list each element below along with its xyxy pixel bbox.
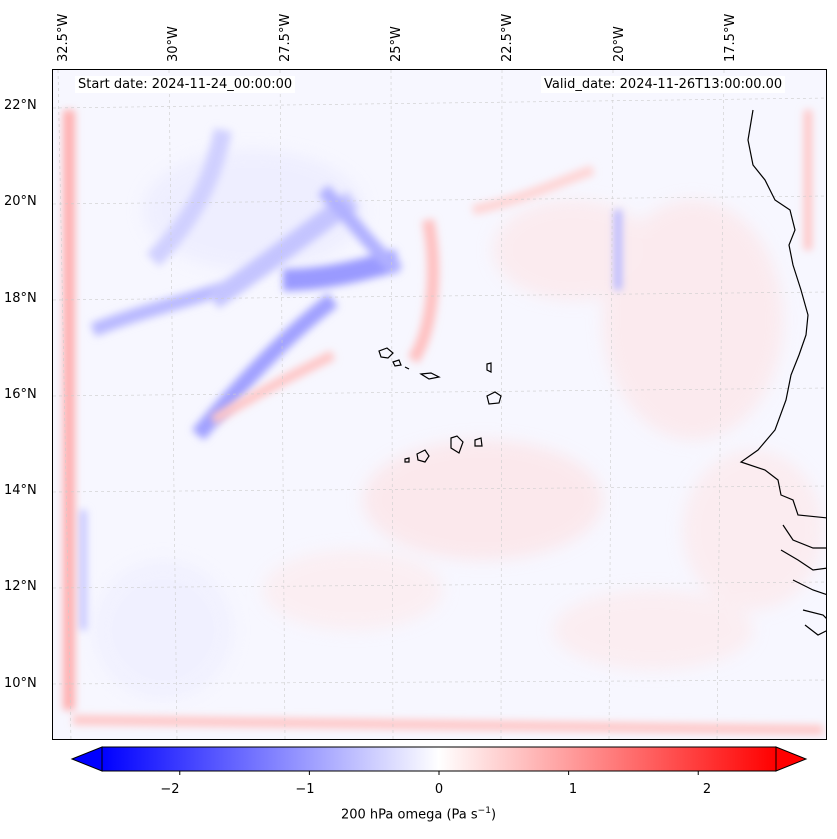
cape-verde-islands	[378, 347, 502, 463]
colorbar-tick-label: 1	[568, 782, 578, 797]
lat-label-10n: 10°N	[4, 676, 37, 691]
africa-coastline	[739, 109, 826, 519]
lat-label-16n: 16°N	[4, 387, 37, 402]
colorbar-tick-label: 2	[702, 782, 712, 797]
lat-label-18n: 18°N	[4, 291, 37, 306]
lon-label-32-5w: 32.5°W	[56, 13, 71, 62]
colorbar-tick-label: −2	[160, 782, 180, 797]
colorbar-body	[101, 746, 777, 772]
omega-field	[53, 70, 826, 739]
lon-label-20w: 20°W	[612, 26, 627, 62]
lon-label-30w: 30°W	[166, 26, 181, 62]
lon-label-25w: 25°W	[389, 26, 404, 62]
map-plot-area	[52, 69, 827, 740]
colorbar	[70, 746, 808, 775]
colorbar-extend-high	[775, 746, 808, 772]
start-date-label: Start date: 2024-11-24_00:00:00	[75, 76, 296, 93]
colorbar-tick-label: 0	[434, 782, 444, 797]
lon-label-27-5w: 27.5°W	[278, 13, 293, 62]
colorbar-tick-label: −1	[295, 782, 315, 797]
lon-label-17-5w: 17.5°W	[723, 13, 738, 62]
valid-date-label: Valid_date: 2024-11-26T13:00:00.00	[541, 76, 786, 93]
lat-label-12n: 12°N	[4, 579, 37, 594]
lat-label-14n: 14°N	[4, 483, 37, 498]
colorbar-label: 200 hPa omega (Pa s−1)	[340, 806, 497, 823]
lat-label-20n: 20°N	[4, 194, 37, 209]
lat-label-22n: 22°N	[4, 98, 37, 113]
colorbar-extend-low	[70, 746, 103, 772]
senegal-gambia-coast	[780, 524, 826, 636]
lon-label-22-5w: 22.5°W	[500, 13, 515, 62]
